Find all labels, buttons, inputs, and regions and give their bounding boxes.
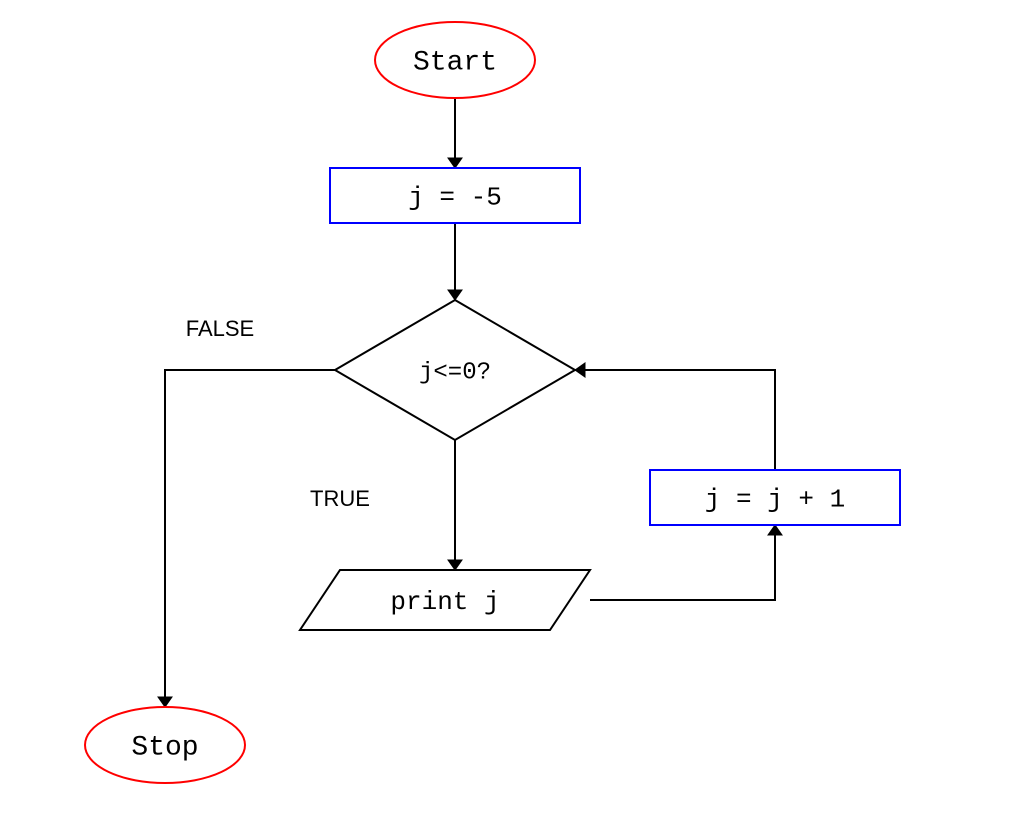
edge-label-e-decision-stop: FALSE: [186, 316, 254, 341]
node-label-decision: j<=0?: [419, 359, 491, 386]
edge-e-incr-decision: [575, 370, 775, 470]
node-label-init: j = -5: [408, 182, 502, 212]
edge-label-e-decision-print: TRUE: [310, 486, 370, 511]
edge-e-decision-stop: [165, 370, 335, 707]
node-label-incr: j = j + 1: [705, 484, 845, 514]
node-label-start: Start: [413, 47, 497, 78]
edge-e-print-incr: [590, 525, 775, 600]
node-label-stop: Stop: [131, 732, 198, 763]
node-label-print: print j: [390, 587, 499, 617]
flowchart-diagram: TRUE FALSE Start j = -5 j<=0? print j j = j + …: [0, 0, 1024, 824]
